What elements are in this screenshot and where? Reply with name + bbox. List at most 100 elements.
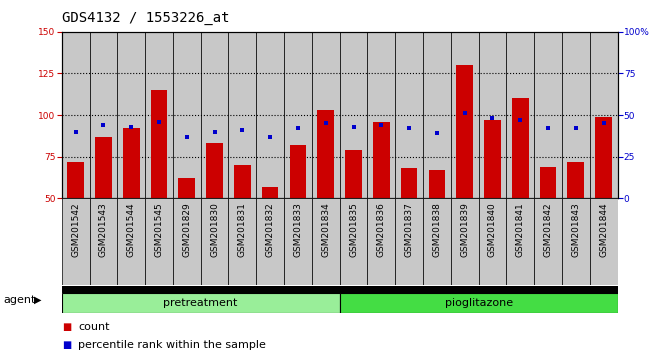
Bar — [451, 198, 478, 285]
Bar — [339, 292, 618, 313]
Text: GSM201832: GSM201832 — [266, 202, 275, 257]
Point — [126, 124, 136, 130]
Bar — [423, 32, 451, 198]
Bar — [562, 198, 590, 285]
Point — [571, 126, 581, 131]
Point — [599, 120, 609, 126]
Text: agent: agent — [3, 295, 36, 305]
Bar — [256, 32, 284, 198]
Bar — [145, 198, 173, 285]
Bar — [151, 90, 167, 198]
Text: GSM201833: GSM201833 — [293, 202, 302, 257]
Bar — [312, 32, 340, 198]
Text: count: count — [78, 322, 109, 332]
Text: pretreatment: pretreatment — [164, 298, 238, 308]
Point — [488, 115, 498, 121]
Text: GSM201835: GSM201835 — [349, 202, 358, 257]
Point — [98, 122, 109, 128]
Bar — [395, 198, 423, 285]
Bar — [90, 198, 117, 285]
Bar — [423, 198, 451, 285]
Point — [265, 134, 276, 139]
Text: ■: ■ — [62, 322, 71, 332]
Text: GSM201830: GSM201830 — [210, 202, 219, 257]
Text: GSM201837: GSM201837 — [404, 202, 413, 257]
Bar — [312, 198, 340, 285]
Bar — [201, 32, 229, 198]
Bar — [284, 32, 312, 198]
Bar — [256, 198, 284, 285]
Bar — [62, 198, 90, 285]
Bar — [234, 165, 251, 198]
Point — [181, 134, 192, 139]
Bar — [367, 32, 395, 198]
Bar — [367, 198, 395, 285]
Text: pioglitazone: pioglitazone — [445, 298, 513, 308]
Bar — [62, 286, 618, 292]
Text: GSM201834: GSM201834 — [321, 202, 330, 257]
Bar — [534, 198, 562, 285]
Bar — [484, 120, 500, 198]
Text: ▶: ▶ — [34, 295, 42, 305]
Text: GDS4132 / 1553226_at: GDS4132 / 1553226_at — [62, 11, 229, 25]
Bar — [173, 32, 201, 198]
Text: GSM201545: GSM201545 — [155, 202, 164, 257]
Point — [376, 122, 387, 128]
Text: GSM201836: GSM201836 — [377, 202, 386, 257]
Bar — [179, 178, 195, 198]
Bar — [590, 198, 618, 285]
Bar — [373, 122, 389, 198]
Bar — [145, 32, 173, 198]
Bar — [345, 150, 362, 198]
Bar — [456, 65, 473, 198]
Bar — [117, 198, 145, 285]
Text: GSM201829: GSM201829 — [182, 202, 191, 257]
Bar — [506, 198, 534, 285]
Point — [404, 126, 414, 131]
Bar — [339, 198, 367, 285]
Bar — [567, 162, 584, 198]
Bar — [62, 292, 339, 313]
Bar — [90, 32, 117, 198]
Bar — [540, 167, 556, 198]
Bar — [201, 198, 229, 285]
Bar — [478, 32, 506, 198]
Bar — [290, 145, 306, 198]
Point — [515, 117, 525, 123]
Bar — [339, 32, 367, 198]
Bar — [317, 110, 334, 198]
Text: percentile rank within the sample: percentile rank within the sample — [78, 340, 266, 350]
Text: GSM201542: GSM201542 — [71, 202, 80, 257]
Text: GSM201843: GSM201843 — [571, 202, 580, 257]
Point — [154, 119, 164, 125]
Text: GSM201838: GSM201838 — [432, 202, 441, 257]
Point — [320, 120, 331, 126]
Point — [432, 131, 442, 136]
Point — [70, 129, 81, 135]
Bar — [123, 129, 140, 198]
Bar — [506, 32, 534, 198]
Point — [292, 126, 303, 131]
Text: GSM201842: GSM201842 — [543, 202, 552, 257]
Bar — [478, 198, 506, 285]
Bar — [401, 168, 417, 198]
Bar — [395, 32, 423, 198]
Text: GSM201839: GSM201839 — [460, 202, 469, 257]
Text: ■: ■ — [62, 340, 71, 350]
Text: GSM201841: GSM201841 — [515, 202, 525, 257]
Bar — [173, 198, 201, 285]
Bar — [262, 187, 278, 198]
Point — [460, 110, 470, 116]
Bar — [284, 198, 312, 285]
Bar — [229, 198, 256, 285]
Bar — [590, 32, 618, 198]
Bar — [512, 98, 528, 198]
Bar — [95, 137, 112, 198]
Point — [543, 126, 553, 131]
Text: GSM201831: GSM201831 — [238, 202, 247, 257]
Bar — [62, 32, 90, 198]
Point — [209, 129, 220, 135]
Text: GSM201844: GSM201844 — [599, 202, 608, 257]
Bar — [229, 32, 256, 198]
Point — [237, 127, 248, 133]
